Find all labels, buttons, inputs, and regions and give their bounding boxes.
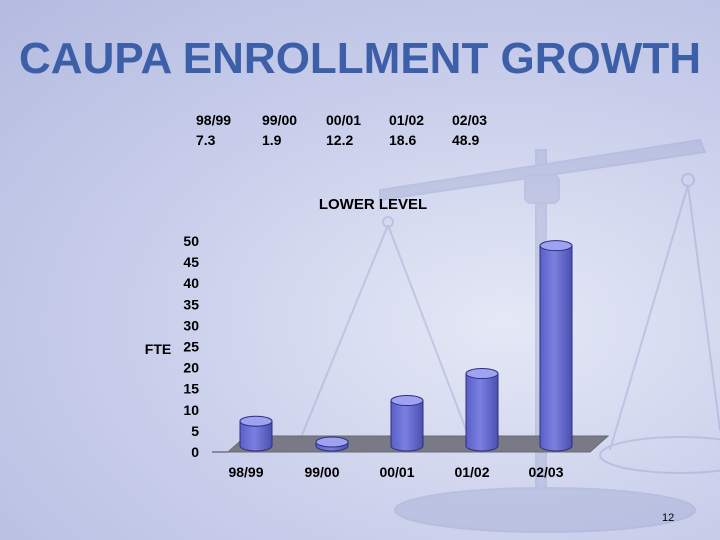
scale-base bbox=[394, 487, 696, 533]
y-tick-label: 15 bbox=[183, 381, 199, 397]
scale-hook-right bbox=[681, 173, 695, 187]
bar-body bbox=[539, 245, 573, 452]
y-tick-label: 30 bbox=[183, 317, 199, 333]
y-tick-label: 10 bbox=[183, 402, 199, 418]
y-tick-label: 0 bbox=[191, 444, 199, 460]
scale-pan-right bbox=[599, 436, 720, 474]
chart-title: LOWER LEVEL bbox=[319, 196, 427, 213]
scale-chain-3 bbox=[299, 224, 389, 441]
table-value: 12.2 bbox=[326, 132, 354, 148]
scale-chain-4 bbox=[387, 224, 471, 441]
table-column: 01/02 18.6 bbox=[389, 110, 459, 150]
y-tick-label: 25 bbox=[183, 339, 199, 355]
bar-cap bbox=[465, 368, 499, 380]
y-tick-label: 40 bbox=[183, 275, 199, 291]
table-value: 1.9 bbox=[262, 132, 282, 148]
table-column: 02/03 48.9 bbox=[452, 110, 522, 150]
bar-body bbox=[239, 420, 273, 452]
y-tick-label: 20 bbox=[183, 360, 199, 376]
bar-cap bbox=[315, 436, 349, 448]
bar-body bbox=[390, 400, 424, 452]
scale-beam bbox=[379, 138, 707, 202]
bar bbox=[539, 240, 573, 452]
table-year: 99/00 bbox=[262, 112, 298, 128]
x-tick-label: 98/99 bbox=[228, 464, 263, 480]
page-number: 12 bbox=[662, 512, 675, 524]
bar bbox=[315, 436, 349, 452]
bar bbox=[465, 368, 499, 452]
table-column: 00/01 12.2 bbox=[326, 110, 396, 150]
table-year: 98/99 bbox=[196, 112, 232, 128]
table-value: 18.6 bbox=[389, 132, 417, 148]
y-tick-label: 45 bbox=[183, 254, 199, 270]
y-tick-label: 50 bbox=[183, 233, 199, 249]
x-tick-label: 00/01 bbox=[379, 464, 414, 480]
x-tick-label: 02/03 bbox=[528, 464, 563, 480]
bar-cap bbox=[539, 240, 573, 252]
table-column: 99/00 1.9 bbox=[262, 110, 332, 150]
scale-pivot bbox=[524, 174, 560, 204]
table-value: 7.3 bbox=[196, 132, 216, 148]
x-tick-label: 99/00 bbox=[304, 464, 339, 480]
table-value: 48.9 bbox=[452, 132, 480, 148]
bar-cap bbox=[390, 395, 424, 407]
table-year: 01/02 bbox=[389, 112, 425, 128]
table-year: 00/01 bbox=[326, 112, 362, 128]
bar-cap bbox=[239, 415, 273, 427]
bar bbox=[239, 415, 273, 452]
x-tick-label: 01/02 bbox=[454, 464, 489, 480]
bar-body bbox=[465, 373, 499, 452]
page-title: CAUPA ENROLLMENT GROWTH bbox=[19, 34, 701, 83]
y-tick-label: 35 bbox=[183, 296, 199, 312]
scale-chain-2 bbox=[687, 184, 720, 431]
scale-chain-1 bbox=[609, 184, 689, 451]
table-year: 02/03 bbox=[452, 112, 488, 128]
bar bbox=[390, 395, 424, 452]
y-axis-label: FTE bbox=[145, 341, 171, 357]
scale-hook-left bbox=[382, 216, 394, 228]
y-tick-label: 5 bbox=[191, 423, 199, 439]
table-column: 98/99 7.3 bbox=[196, 110, 266, 150]
